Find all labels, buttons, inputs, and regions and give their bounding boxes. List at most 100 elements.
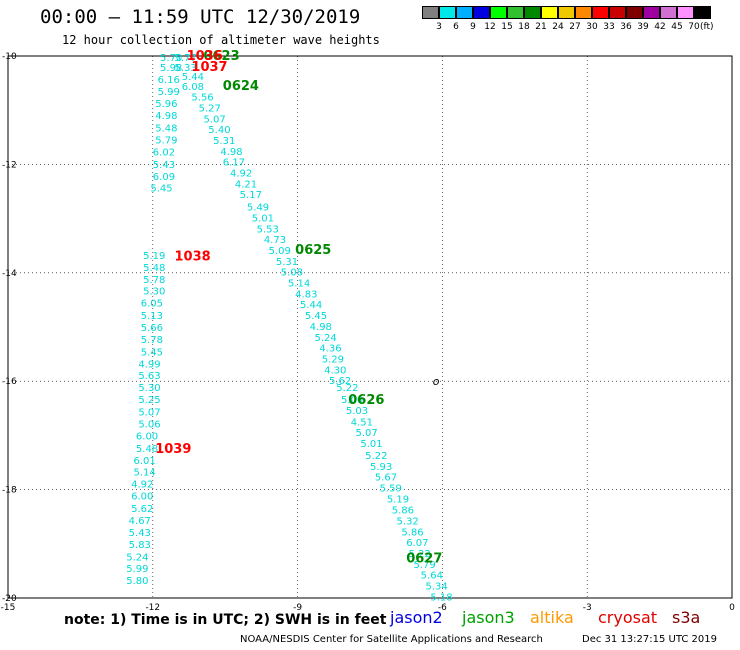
jason2-label: 4.83 — [295, 289, 317, 300]
jason3-label: 0626 — [348, 393, 384, 408]
color-scale-swatch — [660, 6, 677, 19]
jason3-label: 0623 — [203, 49, 239, 64]
jason2-label: 5.45 — [150, 184, 172, 195]
jason2-label: 5.22 — [336, 383, 358, 394]
color-scale-swatch — [677, 6, 694, 19]
color-scale-swatch — [490, 6, 507, 19]
jason2-label: 4.51 — [351, 417, 373, 428]
color-scale-swatch — [507, 6, 524, 19]
jason2-label: 5.14 — [288, 279, 310, 290]
jason2-label: 5.43 — [153, 160, 175, 171]
jason3-label: 0624 — [223, 79, 259, 94]
color-scale-label: 9 — [470, 22, 476, 32]
jason2-label: 5.07 — [138, 408, 160, 419]
jason2-label: 5.78 — [143, 275, 165, 286]
color-scale-label: 70 — [688, 22, 700, 32]
jason2-label: 6.05 — [141, 299, 163, 310]
jason2-label: 5.70 — [160, 53, 182, 64]
jason2-label: 5.06 — [138, 419, 160, 430]
color-scale-swatch — [558, 6, 575, 19]
jason2-label: 4.99 — [138, 359, 160, 370]
jason3-label: 0625 — [295, 243, 331, 258]
color-scale-swatch — [524, 6, 541, 19]
jason2-label: 5.49 — [247, 203, 269, 214]
jason2-label: 5.86 — [392, 506, 414, 517]
jason2-label: 5.00 — [341, 395, 363, 406]
color-scale-label: 3 — [436, 22, 442, 32]
jason2-label: 5.03 — [346, 406, 368, 417]
cryosat-label: 1037 — [191, 60, 227, 75]
jason2-label: 5.98 — [160, 63, 182, 74]
jason2-label: 5.30 — [143, 287, 165, 298]
legend-cryosat: cryosat — [598, 608, 658, 627]
jason2-label: 5.62 — [131, 504, 153, 515]
jason2-label: 5.99 — [158, 87, 180, 98]
jason2-label: 5.24 — [126, 552, 148, 563]
jason2-label: 5.33 — [175, 63, 197, 74]
x-tick-label: 0 — [729, 603, 735, 613]
jason2-label: 5.01 — [360, 439, 382, 450]
color-scale-label: 36 — [620, 22, 632, 32]
jason2-label: 5.45 — [305, 311, 327, 322]
color-scale-swatch — [541, 6, 558, 19]
jason2-label: 5.96 — [155, 99, 177, 110]
jason2-label: 5.19 — [387, 494, 409, 505]
cryosat-label: 1036 — [187, 49, 223, 64]
cryosat-label: 1038 — [175, 250, 211, 265]
jason2-label: 5.59 — [380, 483, 402, 494]
position-marker: o — [433, 375, 440, 388]
jason3-label: 0627 — [406, 551, 442, 566]
jason2-label: 5.08 — [281, 268, 303, 279]
jason2-label: 6.08 — [182, 82, 204, 93]
jason2-label: 5.77 — [175, 53, 197, 64]
jason2-label: 5.62 — [329, 376, 351, 387]
cryosat-label: 1039 — [155, 442, 191, 457]
color-scale-label: 24 — [552, 22, 564, 32]
jason2-label: 4.36 — [319, 344, 341, 355]
x-tick-label: -9 — [293, 603, 302, 613]
y-tick-label: -14 — [2, 269, 17, 279]
color-scale-swatch — [694, 6, 711, 19]
jason2-label: 5.31 — [276, 257, 298, 268]
jason2-label: 5.13 — [141, 311, 163, 322]
color-scale-swatch — [456, 6, 473, 19]
color-scale-label: 6 — [453, 22, 459, 32]
jason2-label: 5.83 — [129, 540, 151, 551]
jason2-label: 5.22 — [409, 549, 431, 560]
jason2-label: 5.25 — [138, 395, 160, 406]
jason2-label: 4.98 — [220, 147, 242, 158]
jason2-label: 5.66 — [141, 323, 163, 334]
jason2-label: 5.07 — [356, 428, 378, 439]
jason2-label: 6.09 — [153, 172, 175, 183]
jason2-label: 5.44 — [182, 72, 204, 83]
footer-timestamp: Dec 31 13:27:15 UTC 2019 — [582, 634, 717, 645]
jason2-label: 5.48 — [155, 124, 177, 135]
jason2-label: 5.99 — [126, 564, 148, 575]
jason2-label: 4.92 — [131, 480, 153, 491]
jason2-label: 5.19 — [143, 251, 165, 262]
jason2-label: 5.22 — [365, 451, 387, 462]
jason2-label: 5.67 — [375, 473, 397, 484]
legend-s3a: s3a — [672, 608, 701, 627]
jason2-label: 4.67 — [129, 516, 151, 527]
jason2-label: 5.56 — [191, 93, 213, 104]
jason2-label: 6.17 — [223, 158, 245, 169]
jason2-label: 4.73 — [264, 235, 286, 246]
color-scale-label: 45 — [671, 22, 683, 32]
color-scale-label: 33 — [603, 22, 615, 32]
jason2-label: 4.98 — [310, 322, 332, 333]
jason2-label: 4.30 — [324, 365, 346, 376]
jason2-label: 5.31 — [213, 136, 235, 147]
jason2-label: 5.45 — [141, 347, 163, 358]
jason2-label: 4.92 — [230, 169, 252, 180]
color-scale-label: 12 — [484, 22, 496, 32]
legend-jason3: jason3 — [462, 608, 515, 627]
color-scale-label: 30 — [586, 22, 598, 32]
jason2-label: 5.48 — [136, 444, 158, 455]
jason2-label: 5.44 — [300, 300, 322, 311]
jason2-label: 5.80 — [126, 576, 148, 587]
color-scale-swatch — [473, 6, 490, 19]
jason2-label: 5.18 — [430, 592, 452, 603]
jason2-label: 5.79 — [413, 560, 435, 571]
